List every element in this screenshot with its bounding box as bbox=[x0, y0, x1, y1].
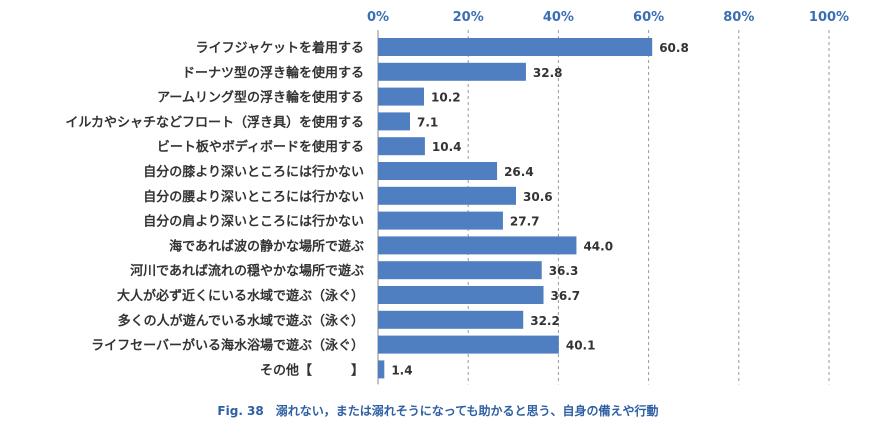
bar bbox=[378, 310, 524, 329]
category-label: ドーナツ型の浮き輪を使用する bbox=[182, 65, 364, 81]
bar bbox=[378, 335, 559, 354]
x-tick-label: 20% bbox=[453, 10, 484, 25]
category-label: 多くの人が遊んでいる水域で遊ぶ（泳ぐ） bbox=[118, 313, 364, 329]
category-label: 大人が必ず近くにいる水域で遊ぶ（泳ぐ） bbox=[117, 288, 364, 304]
category-label: 自分の膝より深いところには行かない bbox=[143, 164, 364, 180]
category-label: 河川であれば流れの穏やかな場所で遊ぶ bbox=[130, 263, 364, 279]
data-label: 44.0 bbox=[583, 239, 613, 253]
x-tick-label: 0% bbox=[367, 10, 389, 25]
category-label: 自分の腰より深いところには行かない bbox=[143, 189, 364, 205]
figure-caption: Fig. 38 溺れない，または溺れそうになっても助かると思う、自身の備えや行動 bbox=[217, 404, 659, 418]
category-label: 海であれば波の静かな場所で遊ぶ bbox=[169, 238, 364, 254]
data-label: 30.6 bbox=[523, 190, 553, 204]
bar bbox=[378, 38, 653, 56]
data-label: 10.2 bbox=[431, 91, 461, 105]
bar bbox=[378, 62, 526, 81]
bar bbox=[378, 211, 503, 230]
bar bbox=[378, 112, 411, 131]
category-label: ライフジャケットを着用する bbox=[196, 40, 364, 56]
data-label: 27.7 bbox=[510, 215, 540, 229]
bar bbox=[378, 186, 517, 205]
data-label: 36.7 bbox=[551, 289, 581, 303]
data-label: 7.1 bbox=[417, 115, 438, 129]
category-label: ライフセーバーがいる海水浴場で遊ぶ（泳ぐ） bbox=[91, 338, 364, 354]
x-tick-label: 60% bbox=[633, 10, 664, 25]
data-label: 26.4 bbox=[504, 165, 534, 179]
category-label: イルカやシャチなどフロート（浮き具）を使用する bbox=[65, 114, 364, 130]
category-label: その他【 】 bbox=[260, 362, 364, 378]
category-label: アームリング型の浮き輪を使用する bbox=[157, 90, 364, 106]
data-label: 32.8 bbox=[533, 66, 563, 80]
data-label: 32.2 bbox=[530, 314, 560, 328]
data-label: 36.3 bbox=[549, 264, 579, 278]
bar bbox=[378, 162, 498, 180]
x-tick-label: 80% bbox=[723, 10, 754, 25]
data-label: 1.4 bbox=[391, 363, 412, 377]
bar-chart: 0% 20% 40% 60% 80% 100% ライフジャケットを着用する 60.8 ドーナツ型… bbox=[65, 10, 849, 385]
bar bbox=[378, 236, 577, 255]
bar bbox=[378, 360, 385, 379]
bar bbox=[378, 286, 544, 304]
data-label: 60.8 bbox=[659, 41, 689, 55]
data-label: 10.4 bbox=[432, 140, 462, 154]
category-label: ビート板やボディボードを使用する bbox=[157, 139, 364, 155]
x-tick-label: 100% bbox=[809, 10, 849, 25]
data-label: 40.1 bbox=[566, 339, 596, 353]
category-label: 自分の肩より深いところには行かない bbox=[143, 214, 364, 230]
x-tick-label: 40% bbox=[543, 10, 574, 25]
bar bbox=[378, 261, 542, 280]
bar bbox=[378, 137, 425, 156]
bar bbox=[378, 87, 425, 106]
